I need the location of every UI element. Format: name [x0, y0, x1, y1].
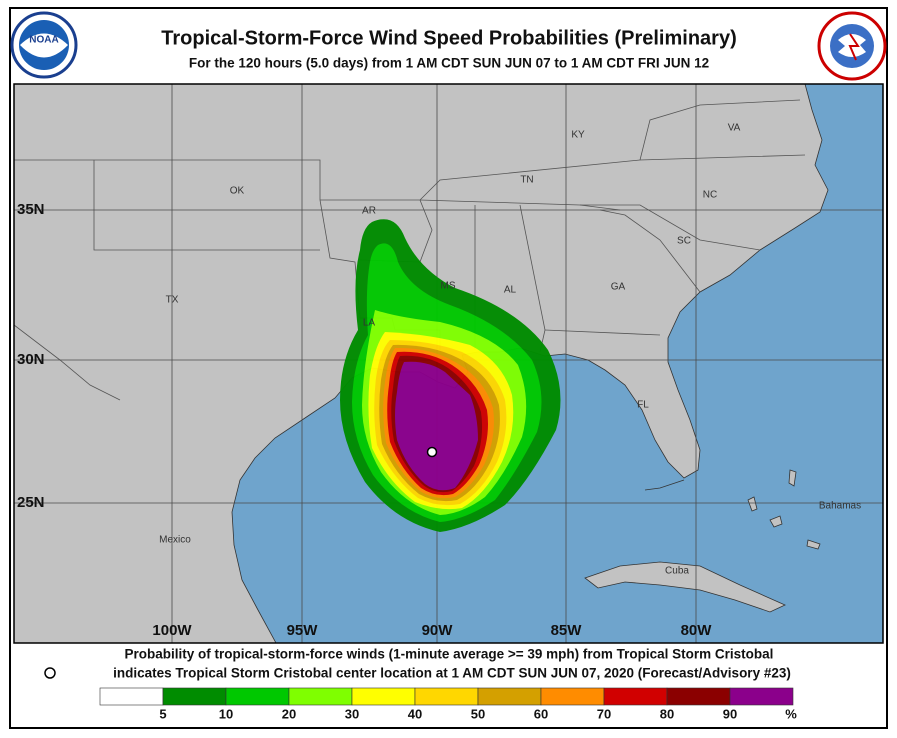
place-label: NC	[703, 190, 717, 201]
lat-label: 30N	[17, 351, 45, 368]
legend-swatch	[162, 687, 227, 706]
place-label: FL	[637, 400, 649, 411]
legend-label: 5	[159, 706, 166, 721]
place-label: TX	[166, 295, 179, 306]
map-labels: 35N 30N 25N 100W 95W 90W 85W 80W KY VA TN NC OK AR SC T…	[17, 123, 861, 639]
legend-label: 50	[471, 706, 485, 721]
place-label: KY	[571, 130, 585, 141]
place-label: Cuba	[665, 566, 689, 577]
cuba	[584, 561, 786, 613]
nws-logo	[817, 11, 887, 81]
legend-swatch	[477, 687, 542, 706]
frame-border	[9, 7, 888, 729]
legend-label: 40	[408, 706, 422, 721]
legend-swatch	[540, 687, 605, 706]
lat-label: 35N	[17, 201, 45, 218]
noaa-logo: NOAA	[10, 11, 78, 79]
legend-swatch	[351, 687, 416, 706]
lon-label: 100W	[152, 622, 192, 639]
bahamas	[747, 469, 821, 550]
place-label: MS	[441, 281, 456, 292]
center-symbol	[44, 667, 56, 679]
place-label: Bahamas	[819, 501, 861, 512]
florida-keys	[644, 479, 685, 491]
place-label: AL	[504, 285, 517, 296]
map: 35N 30N 25N 100W 95W 90W 85W 80W KY VA TN NC OK AR SC T…	[14, 84, 883, 643]
lon-label: 80W	[681, 622, 713, 639]
noaa-text: NOAA	[29, 35, 58, 46]
footer-line: indicates Tropical Storm Cristobal cente…	[113, 666, 791, 681]
place-label: Mexico	[159, 535, 191, 546]
lon-label: 85W	[551, 622, 583, 639]
lat-label: 25N	[17, 494, 45, 511]
title: Tropical-Storm-Force Wind Speed Probabil…	[161, 27, 737, 49]
legend-swatch	[414, 687, 479, 706]
place-label: GA	[611, 282, 626, 293]
legend-unit: %	[785, 706, 797, 721]
legend-label: 90	[723, 706, 737, 721]
lon-label: 90W	[422, 622, 454, 639]
legend: 5 10 20 30 40 50 60 70 80 90%	[99, 687, 797, 721]
legend-label: 80	[660, 706, 674, 721]
place-label: LA	[363, 318, 376, 329]
legend-swatch	[225, 687, 290, 706]
place-label: VA	[728, 123, 741, 134]
place-label: OK	[230, 186, 245, 197]
legend-label: 10	[219, 706, 233, 721]
lon-label: 95W	[287, 622, 319, 639]
storm-center	[426, 446, 438, 458]
map-border	[13, 83, 884, 644]
footer-line: Probability of tropical-storm-force wind…	[125, 647, 774, 662]
legend-swatch	[603, 687, 668, 706]
legend-label: 70	[597, 706, 611, 721]
place-label: SC	[677, 236, 691, 247]
legend-swatch	[99, 687, 164, 706]
place-label: TN	[520, 175, 533, 186]
place-label: AR	[362, 206, 376, 217]
legend-label: 30	[345, 706, 359, 721]
legend-swatch	[666, 687, 731, 706]
subtitle: For the 120 hours (5.0 days) from 1 AM C…	[189, 56, 709, 71]
probability-contours	[340, 219, 561, 532]
legend-label: 20	[282, 706, 296, 721]
legend-swatch	[288, 687, 353, 706]
legend-swatch	[729, 687, 794, 706]
legend-label: 60	[534, 706, 548, 721]
